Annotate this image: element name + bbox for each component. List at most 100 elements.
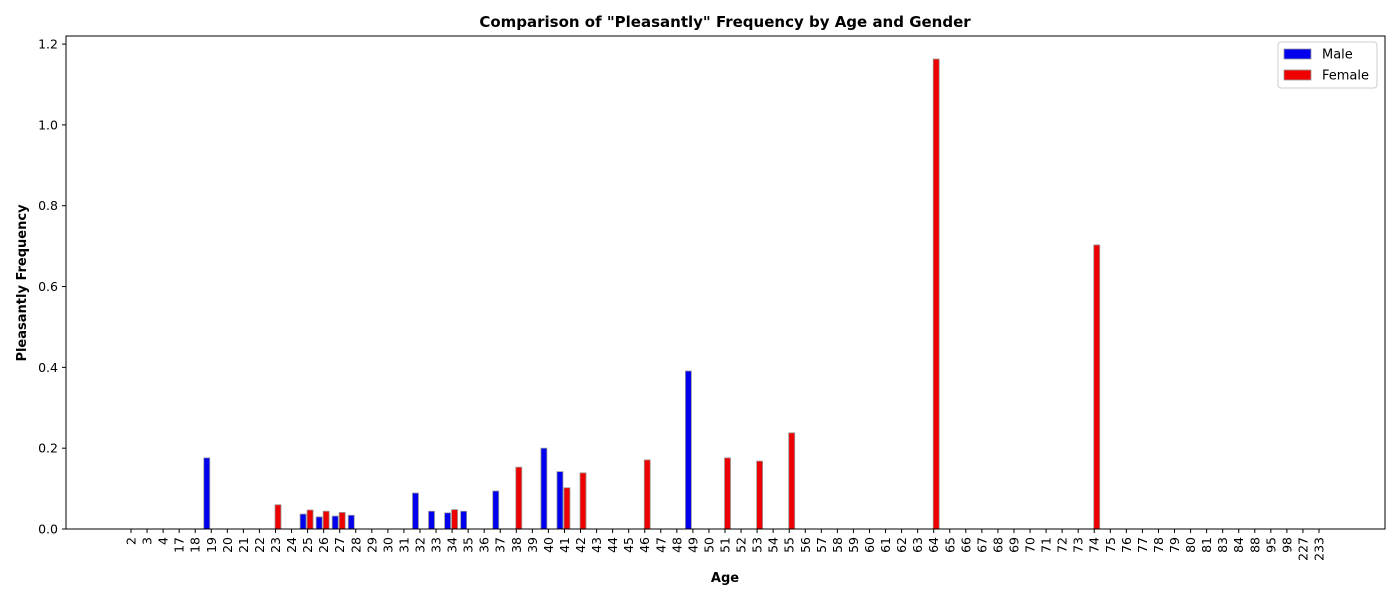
x-tick-label-79: 79 xyxy=(1167,537,1182,553)
x-tick-label-227: 227 xyxy=(1295,537,1310,561)
bar-female-42 xyxy=(579,472,587,530)
x-tick-label-25: 25 xyxy=(300,537,315,553)
legend-swatch-female xyxy=(1283,69,1312,81)
x-tick-label-55: 55 xyxy=(782,537,797,553)
x-tick-label-65: 65 xyxy=(942,537,957,553)
x-axis-label: Age xyxy=(711,571,739,586)
bar-female-51 xyxy=(724,457,731,530)
bar-female-46 xyxy=(643,459,651,530)
x-tick-label-48: 48 xyxy=(669,537,684,553)
x-tick-label-52: 52 xyxy=(734,537,749,553)
bar-male-33 xyxy=(428,510,435,530)
x-tick-label-81: 81 xyxy=(1199,537,1214,553)
x-tick-label-67: 67 xyxy=(974,537,989,553)
bar-male-28 xyxy=(347,514,355,530)
y-tick-label-0.2: 0.2 xyxy=(38,441,58,456)
x-tick-label-233: 233 xyxy=(1312,537,1327,561)
legend: Male Female xyxy=(1277,41,1378,89)
x-tick-label-22: 22 xyxy=(252,537,267,553)
x-tick-label-24: 24 xyxy=(284,537,299,553)
x-tick-label-59: 59 xyxy=(846,537,861,553)
x-tick-label-49: 49 xyxy=(685,537,700,553)
y-tick-label-0.0: 0.0 xyxy=(38,522,58,537)
bar-female-38 xyxy=(515,466,523,530)
bar-female-34 xyxy=(451,509,458,530)
y-tick-label-0.8: 0.8 xyxy=(38,198,58,213)
x-tick-label-71: 71 xyxy=(1039,537,1054,553)
x-tick-label-70: 70 xyxy=(1023,537,1038,553)
x-tick-label-36: 36 xyxy=(477,537,492,553)
x-tick-label-19: 19 xyxy=(204,537,219,553)
x-tick-label-58: 58 xyxy=(830,537,845,553)
legend-label-male: Male xyxy=(1322,48,1353,63)
x-tick-label-83: 83 xyxy=(1215,537,1230,553)
x-tick-label-50: 50 xyxy=(701,537,716,553)
bar-female-53 xyxy=(756,460,764,530)
x-tick-label-32: 32 xyxy=(412,537,427,553)
x-tick-label-18: 18 xyxy=(188,537,203,553)
x-tick-label-21: 21 xyxy=(236,537,251,553)
y-axis-label: Pleasantly Frequency xyxy=(15,204,30,362)
x-tick-label-38: 38 xyxy=(509,537,524,553)
x-tick-label-66: 66 xyxy=(958,537,973,553)
x-tick-label-72: 72 xyxy=(1055,537,1070,553)
bar-male-25 xyxy=(299,513,307,530)
x-tick-label-47: 47 xyxy=(653,537,668,553)
bar-female-55 xyxy=(788,432,796,530)
y-tick-label-1.0: 1.0 xyxy=(38,117,58,132)
x-tick-label-42: 42 xyxy=(573,537,588,553)
plot-frame xyxy=(65,35,1386,530)
x-tick-label-57: 57 xyxy=(814,537,829,553)
x-tick-label-74: 74 xyxy=(1087,537,1102,553)
x-tick-label-84: 84 xyxy=(1231,537,1246,553)
x-tick-label-78: 78 xyxy=(1151,537,1166,553)
x-tick-label-43: 43 xyxy=(589,537,604,553)
x-tick-label-3: 3 xyxy=(140,537,155,545)
x-tick-label-33: 33 xyxy=(429,537,444,553)
x-tick-label-98: 98 xyxy=(1279,537,1294,553)
x-tick-label-76: 76 xyxy=(1119,537,1134,553)
x-tick-label-64: 64 xyxy=(926,537,941,553)
chart-title: Comparison of "Pleasantly" Frequency by … xyxy=(479,13,971,31)
bar-female-23 xyxy=(274,504,282,530)
x-tick-label-17: 17 xyxy=(172,537,187,553)
x-tick-label-95: 95 xyxy=(1263,537,1278,553)
x-tick-label-23: 23 xyxy=(268,537,283,553)
bar-male-49 xyxy=(684,370,692,530)
x-tick-label-4: 4 xyxy=(156,537,171,545)
x-tick-label-30: 30 xyxy=(380,537,395,553)
x-tick-label-54: 54 xyxy=(766,537,781,553)
x-tick-label-37: 37 xyxy=(493,537,508,553)
bar-female-41 xyxy=(563,487,571,530)
bar-female-27 xyxy=(338,512,346,530)
x-tick-label-75: 75 xyxy=(1103,537,1118,553)
x-tick-label-60: 60 xyxy=(862,537,877,553)
bar-male-32 xyxy=(412,492,419,530)
x-tick-label-26: 26 xyxy=(316,537,331,553)
bar-male-27 xyxy=(331,515,339,530)
x-tick-label-69: 69 xyxy=(1006,537,1021,553)
legend-label-female: Female xyxy=(1322,69,1369,84)
x-tick-label-45: 45 xyxy=(621,537,636,553)
x-tick-label-31: 31 xyxy=(396,537,411,553)
x-tick-label-27: 27 xyxy=(332,537,347,553)
x-tick-label-63: 63 xyxy=(910,537,925,553)
bar-male-19 xyxy=(203,457,211,530)
x-tick-label-73: 73 xyxy=(1071,537,1086,553)
x-tick-label-41: 41 xyxy=(557,537,572,553)
bar-female-25 xyxy=(306,509,314,530)
x-tick-label-40: 40 xyxy=(541,537,556,553)
x-tick-label-2: 2 xyxy=(124,537,139,545)
bar-male-41 xyxy=(556,471,564,530)
x-tick-label-34: 34 xyxy=(445,537,460,553)
x-tick-label-20: 20 xyxy=(220,537,235,553)
x-tick-label-80: 80 xyxy=(1183,537,1198,553)
y-tick-label-1.2: 1.2 xyxy=(38,37,58,52)
x-tick-label-61: 61 xyxy=(878,537,893,553)
legend-swatch-male xyxy=(1283,48,1312,60)
x-tick-label-51: 51 xyxy=(718,537,733,553)
bars-group xyxy=(203,58,1101,530)
x-tick-label-56: 56 xyxy=(798,537,813,553)
